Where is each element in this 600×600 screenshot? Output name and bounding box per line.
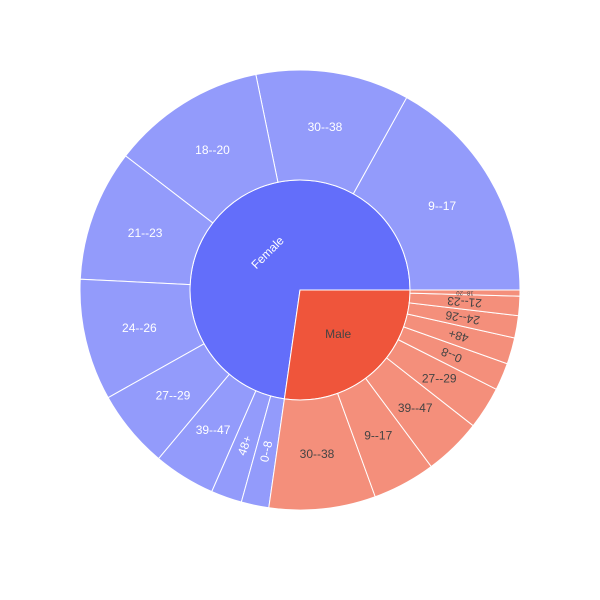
outer-label-male-21-23: 21--23 xyxy=(446,294,482,311)
outer-label-female-0-8: 0--8 xyxy=(257,439,275,463)
outer-label-male-24-26: 24--26 xyxy=(444,308,481,328)
outer-label-male-9-17: 9--17 xyxy=(364,428,392,442)
outer-slice-female-9-17[interactable] xyxy=(352,96,521,291)
outer-label-female-24-26: 24--26 xyxy=(122,321,157,335)
outer-label-male-30-38: 30--38 xyxy=(300,447,335,461)
outer-label-male-39-47: 39--47 xyxy=(398,401,433,415)
outer-label-female-9-17: 9--17 xyxy=(428,199,456,213)
outer-slice-male-18-20[interactable] xyxy=(409,289,521,297)
outer-label-female-21-23: 21--23 xyxy=(128,226,163,240)
outer-label-male-18-20: 18--20 xyxy=(456,289,474,295)
outer-label-female-18-20: 18--20 xyxy=(195,143,230,157)
outer-label-female-39-47: 39--47 xyxy=(196,423,231,437)
outer-label-male-27-29: 27--29 xyxy=(422,372,457,386)
inner-label-male: Male xyxy=(325,327,351,341)
outer-label-female-27-29: 27--29 xyxy=(156,388,191,402)
outer-label-female-48: 48+ xyxy=(235,434,255,458)
outer-label-female-30-38: 30--38 xyxy=(308,120,343,134)
outer-label-male-48: 48+ xyxy=(447,326,470,345)
